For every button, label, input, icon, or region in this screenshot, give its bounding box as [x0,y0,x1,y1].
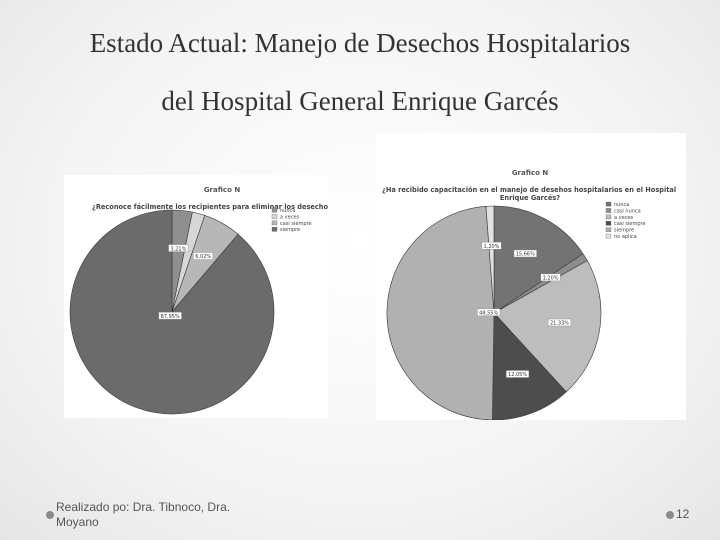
chart2-question-line2: Enrique Garcés? [500,194,560,202]
chart1-legend-label: nunca [280,208,295,214]
chart1-legend-label: casi siempre [280,221,312,227]
chart1-legend-swatch [271,207,278,213]
pie-chart-training: Grafico N ¿Ha recibido capacitación en e… [376,133,686,420]
chart2-data-label: 21,33% [550,321,569,327]
pie-chart-recipients: Grafico N ¿Reconoce fácilmente los recip… [64,175,328,418]
slide-title-line-1: Estado Actual: Manejo de Desechos Hospit… [89,28,631,58]
footer-bullet-icon [46,511,54,519]
page-number: 12 [676,507,690,521]
chart2-legend-label: nunca [614,202,629,208]
chart2-data-label: 48,55% [479,310,498,316]
chart2-slices [386,205,602,420]
chart2-legend-swatch [605,214,612,220]
chart2-legend-label: no aplica [614,234,637,240]
chart2-slice-a-veces [493,260,602,393]
chart1-slice-siempre [69,209,275,415]
chart2-slice-nunca [493,205,584,314]
chart2-slice-casi-siempre [492,312,567,420]
chart2-question-line1: ¿Ha recibido capacitación en el manejo d… [382,186,676,194]
chart2-legend-swatch [605,201,612,207]
chart1-slices [69,209,275,415]
chart1-legend-swatch [271,220,278,226]
chart1-legend-label: siempre [280,227,300,233]
chart1-label-box [168,244,189,252]
chart2-slice-no-aplica [485,205,495,314]
chart1-label-box [193,252,214,260]
chart1-data-label: 6,02% [195,254,211,260]
chart2-label-box [506,370,530,378]
chart1-legend-swatch [271,214,278,219]
chart1-label-box [158,312,182,320]
page-bullet-icon [666,511,674,519]
chart1-legend-swatch [271,227,278,232]
chart1-data-label: 87,95% [161,314,180,320]
chart2-labels: 15,66% 1,20% 21,33% 12,05% 48,55% 1,20% [477,241,571,378]
chart2-legend-label: casi nunca [614,208,641,214]
chart2-data-label: 1,20% [484,244,500,250]
chart2-label-box [477,308,501,316]
chart1-labels: 3,21% 6,02% 87,95% [158,244,214,320]
slide-title-line-2: del Hospital General Enrique Garcés [161,86,559,116]
chart1-question: ¿Reconoce fácilmente los recipientes par… [92,203,328,211]
footer-credit: Realizado po: Dra. Tibnoco, Dra. Moyano [56,500,231,529]
chart1-legend-label: a veces [280,214,300,220]
chart2-slice-siempre [386,205,495,420]
chart2-legend-swatch [605,233,612,239]
chart2-label-box [481,241,502,250]
chart2-legend-swatch [605,221,612,226]
chart1-title: Grafico N [204,186,241,194]
chart2-legend-label: casi siempre [614,221,646,227]
chart2-legend-label: siempre [614,228,634,234]
chart2-data-label: 15,66% [516,252,535,258]
chart2-label-box [513,249,537,258]
chart2-label-box [540,273,561,282]
chart2-label-box [547,318,571,327]
chart2-legend-swatch [605,227,612,232]
chart2-legend-swatch [605,208,612,213]
chart2-data-label: 12,05% [508,372,527,378]
chart2-title: Grafico N [512,169,549,177]
chart1-data-label: 3,21% [170,246,186,252]
chart2-data-label: 1,20% [543,276,559,282]
chart2-legend-label: a veces [614,215,634,221]
